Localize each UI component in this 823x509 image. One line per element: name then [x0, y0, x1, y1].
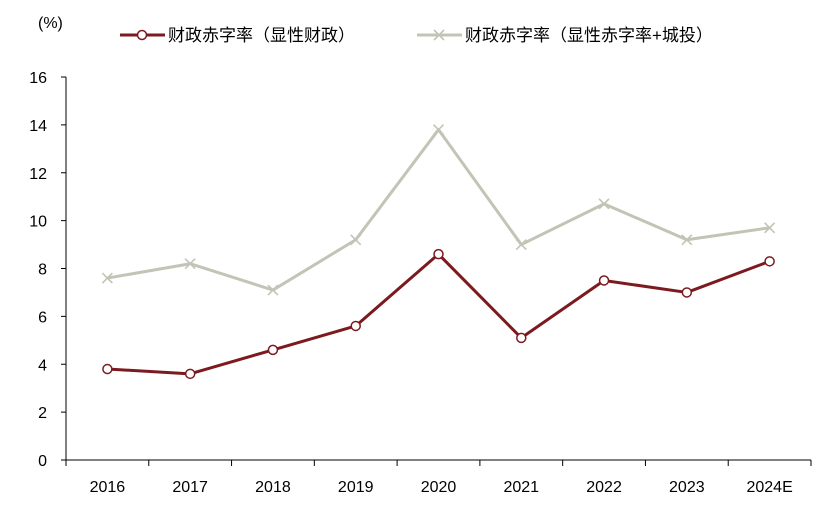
data-point [432, 124, 445, 136]
x-marker-stroke [432, 124, 445, 136]
series-1 [101, 124, 776, 296]
y-axis-unit-label: (%) [38, 15, 63, 32]
data-point [350, 320, 361, 332]
x-tick-label: 2022 [586, 479, 622, 496]
x-axis-ticks: 2016 2017 2018 2019 2020 2021 2022 2023 2024E [65, 460, 812, 496]
legend-label: 财政赤字率（显性赤字率+城投） [465, 26, 713, 45]
legend: 财政赤字率（显性财政） 财政赤字率（显性赤字率+城投） [120, 26, 713, 45]
legend-item: 财政赤字率（显性财政） [120, 26, 355, 45]
x-tick-label: 2024E [746, 479, 792, 496]
data-point [598, 198, 610, 210]
series-0 [102, 248, 775, 380]
series-line [107, 128, 770, 292]
legend-label: 财政赤字率（显性财政） [168, 26, 355, 45]
x-marker-stroke [184, 258, 196, 270]
data-point [101, 272, 113, 284]
y-tick-label: 12 [29, 166, 47, 183]
y-tick-label: 10 [29, 214, 47, 231]
y-tick-label: 14 [29, 118, 47, 135]
y-axis-ticks: 0 2 4 6 8 10 12 14 16 [29, 70, 66, 470]
x-marker-stroke [101, 272, 113, 284]
legend-item: 财政赤字率（显性赤字率+城投） [417, 26, 713, 45]
y-tick-label: 6 [38, 309, 47, 326]
data-point [681, 234, 693, 246]
data-point [184, 368, 196, 380]
x-marker-stroke [267, 284, 279, 296]
x-marker-stroke [350, 234, 362, 246]
data-point [598, 275, 610, 286]
data-point [516, 332, 527, 344]
data-point [184, 258, 196, 270]
axes [65, 77, 811, 461]
data-point [681, 287, 693, 298]
y-tick-label: 0 [38, 453, 47, 470]
y-tick-label: 2 [38, 405, 47, 422]
data-point [267, 284, 279, 296]
data-point [433, 248, 444, 260]
x-tick-label: 2017 [172, 479, 208, 496]
x-tick-label: 2023 [669, 479, 705, 496]
y-tick-label: 8 [38, 262, 47, 279]
data-point [102, 363, 113, 375]
data-point [136, 29, 148, 41]
y-tick-label: 4 [38, 357, 47, 374]
x-marker-stroke [681, 234, 693, 246]
data-point [433, 29, 445, 41]
x-tick-label: 2021 [503, 479, 539, 496]
x-tick-label: 2019 [338, 479, 374, 496]
data-point [267, 344, 279, 356]
data-point [350, 234, 362, 246]
x-marker-stroke [764, 222, 776, 234]
x-tick-label: 2016 [90, 479, 126, 496]
x-tick-label: 2020 [421, 479, 457, 496]
y-tick-label: 16 [29, 70, 47, 87]
x-tick-label: 2018 [255, 479, 291, 496]
data-point [515, 238, 527, 251]
data-point [764, 256, 775, 267]
x-marker-stroke [515, 238, 527, 251]
series-line [107, 252, 771, 376]
x-marker-stroke [598, 198, 610, 210]
x-marker-stroke [433, 29, 445, 41]
data-point [764, 222, 776, 234]
